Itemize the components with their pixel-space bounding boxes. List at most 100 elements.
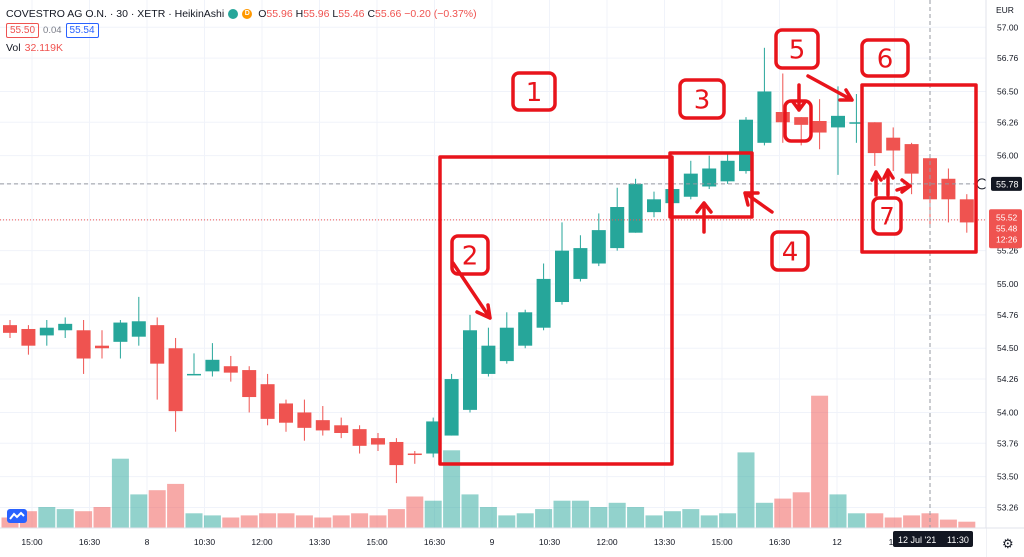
annotation-label-frame <box>511 71 557 112</box>
symbol-label[interactable]: COVESTRO AG O.N. · 30 · XETR · HeikinAsh… <box>6 7 225 20</box>
candle-body <box>739 119 753 172</box>
last-price-text-2: 55.48 <box>996 223 1018 233</box>
candle-body <box>242 370 257 398</box>
volume-bar <box>719 513 737 528</box>
volume-bar <box>111 458 129 528</box>
candle-body <box>886 137 901 151</box>
volume-bar <box>884 517 902 528</box>
time-tick-label: 8 <box>145 537 150 547</box>
volume-bar <box>903 515 921 528</box>
volume-bar <box>590 507 608 528</box>
price-tick-label: 56.50 <box>997 86 1019 96</box>
candle-body <box>371 438 385 445</box>
volume-bar <box>774 498 792 528</box>
volume-bar <box>571 500 589 528</box>
volume-bar <box>627 507 645 528</box>
volume-bar <box>811 395 829 528</box>
currency-label: EUR <box>996 5 1014 15</box>
crosshair-price-tag <box>991 176 1022 191</box>
volume-bar <box>369 515 387 528</box>
price-tick-label: 55.26 <box>997 246 1019 256</box>
volume-bar <box>535 509 553 528</box>
high-label: H <box>295 7 304 20</box>
candle-body <box>555 250 569 303</box>
ask-button[interactable]: 55.54 <box>65 23 99 38</box>
volume-label[interactable]: Vol <box>6 41 21 54</box>
time-tick-label: 16:30 <box>424 537 446 547</box>
volume-bar <box>958 521 976 528</box>
price-tick-label: 54.00 <box>997 407 1019 417</box>
last-price-text-1: 55.52 <box>996 212 1018 222</box>
volume-bar <box>38 507 56 528</box>
time-tick-label: 10:30 <box>194 537 216 547</box>
annotation-arrows-7 <box>870 168 912 197</box>
candle-body <box>297 412 312 428</box>
candle-body <box>131 321 146 337</box>
volume-bar <box>240 515 258 528</box>
volume-bar <box>553 500 571 528</box>
candle-body <box>831 115 845 128</box>
candle-body <box>720 160 735 182</box>
volume-bar <box>314 517 332 528</box>
volume-bar <box>700 515 718 528</box>
time-tick-label: 15:00 <box>21 537 43 547</box>
annotation-arrow-4a <box>695 201 713 234</box>
volume-bar <box>479 507 497 528</box>
volume-bar <box>93 507 111 528</box>
volume-bar <box>829 494 847 528</box>
candle-body <box>223 366 238 373</box>
price-axis[interactable] <box>986 0 1024 557</box>
time-axis[interactable] <box>0 528 986 557</box>
candle-body <box>426 421 441 454</box>
candle-body <box>867 122 882 154</box>
bid-button[interactable]: 55.50 <box>6 23 40 38</box>
candle-body <box>315 420 330 431</box>
price-tick-label: 56.00 <box>997 151 1019 161</box>
candle-body <box>444 379 459 436</box>
volume-bar <box>295 515 313 528</box>
candle-body <box>150 325 165 364</box>
price-tick-label: 54.76 <box>997 310 1019 320</box>
candle-body <box>389 441 404 466</box>
candle-body <box>904 144 919 174</box>
settings-gear-icon[interactable]: ⚙ <box>1002 536 1014 551</box>
annotation-label-3: 3 <box>694 85 711 115</box>
candle-body <box>39 327 54 336</box>
volume-bar <box>56 509 74 528</box>
volume-bar <box>203 515 221 528</box>
volume-bar <box>498 515 516 528</box>
annotation-arrow-5a <box>791 83 807 112</box>
volume-value: 32.119K <box>24 41 63 54</box>
volume-bar <box>387 509 405 528</box>
time-tick-label: 15:00 <box>366 537 388 547</box>
annotation-label-frame <box>774 28 820 70</box>
time-tick-label: 12:00 <box>251 537 273 547</box>
annotation-box-consolidation <box>668 151 754 219</box>
countdown-text: 12:26 <box>996 234 1018 244</box>
candle-body <box>168 348 183 412</box>
time-tick-label: 12:00 <box>596 537 618 547</box>
volume-bar <box>516 513 534 528</box>
annotation-arrow-4b <box>743 191 774 214</box>
low-value: 55.46 <box>338 7 365 20</box>
price-tick-label: 53.26 <box>997 502 1019 512</box>
volume-bar <box>792 492 810 528</box>
open-label: O <box>258 7 267 20</box>
tradingview-logo-icon[interactable] <box>7 509 27 523</box>
volume-bar <box>461 494 479 528</box>
volume-bar <box>755 502 773 528</box>
price-tick-label: 53.50 <box>997 472 1019 482</box>
ohlc-values: O55.96 H55.96 L55.46 C55.66 −0.20 (−0.37… <box>258 8 476 20</box>
volume-bar <box>259 513 277 528</box>
candle-body <box>187 373 201 376</box>
legend-volume-row: Vol 32.119K <box>6 39 477 56</box>
annotation-arrow-2 <box>451 261 492 320</box>
last-price-tag <box>989 209 1022 249</box>
candle-body <box>536 278 551 328</box>
crosshair-time-text: 11:30 <box>947 535 969 545</box>
price-tick-label: 54.26 <box>997 374 1019 384</box>
spread-value: 0.04 <box>43 25 62 36</box>
chart-legend: COVESTRO AG O.N. · 30 · XETR · HeikinAsh… <box>6 5 477 56</box>
